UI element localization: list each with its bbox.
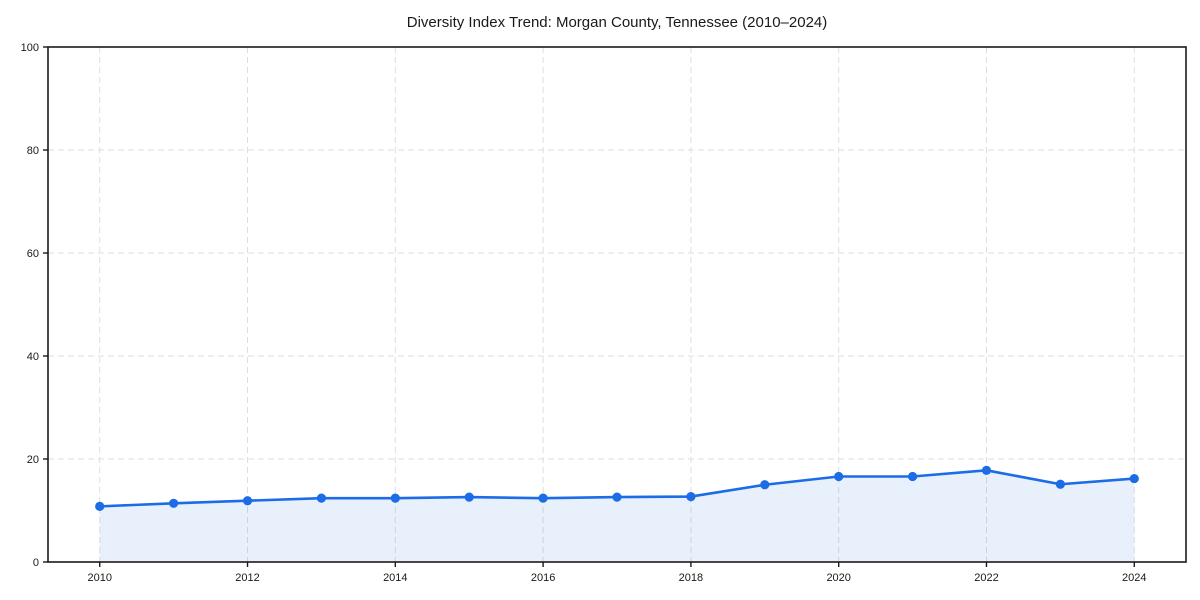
x-axis-tick-label: 2022: [974, 572, 998, 584]
x-axis-tick-label: 2018: [679, 572, 703, 584]
data-point-marker: [1055, 479, 1065, 489]
data-point-marker: [612, 492, 622, 502]
x-axis-tick-label: 2014: [383, 572, 407, 584]
data-point-marker: [464, 492, 474, 502]
x-axis-tick-label: 2012: [235, 572, 259, 584]
x-axis-tick-label: 2010: [87, 572, 111, 584]
data-point-marker: [316, 493, 327, 503]
data-point-marker: [169, 498, 179, 508]
chart-title: Diversity Index Trend: Morgan County, Te…: [406, 14, 828, 31]
y-axis-tick-label: 0: [33, 557, 39, 569]
y-axis-tick-label: 60: [27, 248, 39, 260]
data-point-marker: [242, 496, 253, 506]
plot-frame: [47, 46, 1187, 563]
x-axis-tick-label: 2024: [1122, 572, 1146, 584]
y-axis-tick-label: 40: [27, 351, 39, 363]
data-point-marker: [95, 501, 105, 511]
data-point-marker: [834, 471, 844, 482]
data-point-marker: [760, 480, 770, 490]
x-axis-tick-label: 2020: [826, 572, 850, 584]
series-area-fill: [99, 470, 1135, 562]
data-point-marker: [1129, 473, 1139, 484]
x-axis-tick-label: 2016: [531, 572, 555, 584]
data-point-marker: [907, 471, 918, 482]
y-axis-tick-label: 100: [21, 42, 39, 54]
data-point-marker: [538, 493, 548, 503]
y-axis-tick-label: 80: [27, 145, 39, 157]
y-axis-tick-label: 20: [27, 454, 39, 466]
data-point-marker: [390, 493, 400, 503]
data-point-marker: [686, 491, 696, 502]
data-point-marker: [981, 465, 992, 475]
